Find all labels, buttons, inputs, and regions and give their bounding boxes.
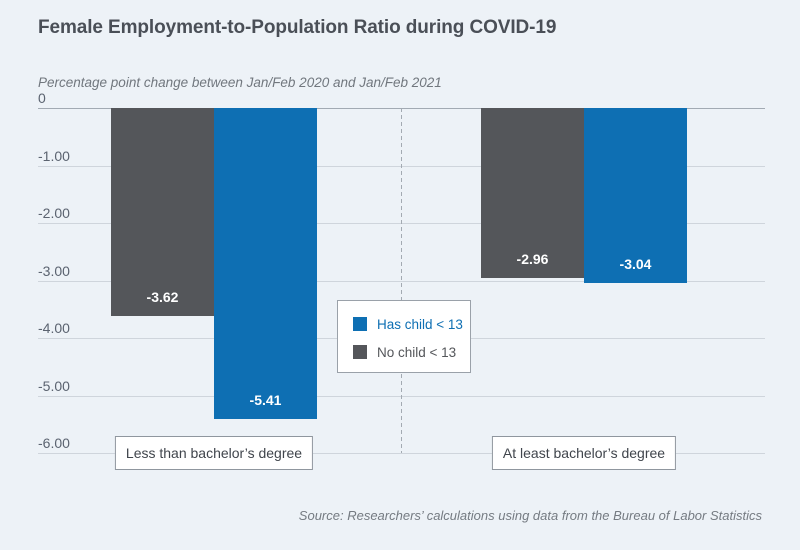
source-note: Source: Researchers’ calculations using … bbox=[298, 508, 762, 523]
legend-item-has-child: Has child < 13 bbox=[353, 313, 470, 335]
legend-swatch-has-child bbox=[353, 317, 367, 331]
bar-value-label: -2.96 bbox=[516, 251, 549, 267]
y-axis-tick-label: -5.00 bbox=[38, 378, 70, 394]
bar-no-child-group-0: -3.62 bbox=[111, 108, 214, 316]
group-divider-line bbox=[401, 108, 402, 453]
bar-value-label: -5.41 bbox=[249, 392, 282, 408]
y-axis-tick-label: -6.00 bbox=[38, 435, 70, 451]
bar-has-child-group-0: -5.41 bbox=[214, 108, 317, 419]
bar-value-label: -3.62 bbox=[146, 289, 179, 305]
gridline--6.00 bbox=[38, 453, 765, 454]
legend-label-has-child: Has child < 13 bbox=[377, 316, 463, 332]
bar-value-label: -3.04 bbox=[619, 256, 652, 272]
category-label-at-least-bachelors: At least bachelor’s degree bbox=[491, 436, 677, 470]
y-axis-tick-label: -3.00 bbox=[38, 263, 70, 279]
bar-no-child-group-1: -2.96 bbox=[481, 108, 584, 278]
y-axis-tick-label: -4.00 bbox=[38, 320, 70, 336]
chart-subtitle: Percentage point change between Jan/Feb … bbox=[38, 75, 442, 90]
legend-swatch-no-child bbox=[353, 345, 367, 359]
legend: Has child < 13 No child < 13 bbox=[337, 300, 471, 373]
y-axis-tick-label: 0 bbox=[38, 90, 46, 106]
y-axis-tick-label: -2.00 bbox=[38, 205, 70, 221]
category-label-less-than-bachelors: Less than bachelor’s degree bbox=[114, 436, 314, 470]
legend-item-no-child: No child < 13 bbox=[353, 341, 470, 363]
y-axis-tick-label: -1.00 bbox=[38, 148, 70, 164]
chart-title: Female Employment-to-Population Ratio du… bbox=[38, 17, 557, 38]
bar-has-child-group-1: -3.04 bbox=[584, 108, 687, 283]
legend-label-no-child: No child < 13 bbox=[377, 344, 457, 360]
